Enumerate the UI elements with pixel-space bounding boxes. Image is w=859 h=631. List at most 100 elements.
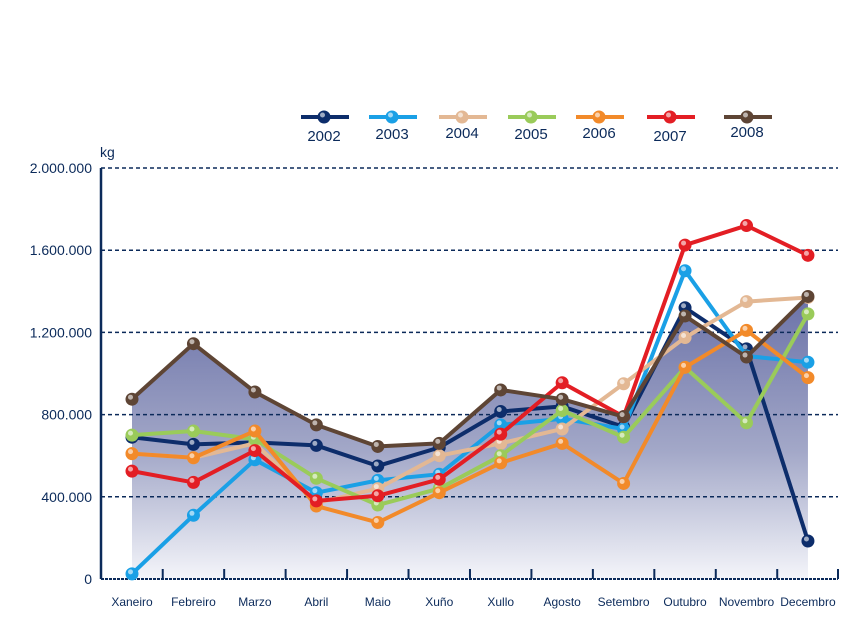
data-point-2008-highlight (681, 311, 687, 317)
legend-item-2005: 2005 (508, 110, 556, 143)
data-point-2007-highlight (435, 474, 441, 480)
legend-label: 2003 (375, 126, 408, 143)
data-point-2008-highlight (742, 352, 748, 358)
data-point-2007-highlight (496, 429, 502, 435)
legend-marker-highlight (666, 112, 671, 118)
data-point-2003-highlight (373, 475, 379, 481)
data-point-2004-highlight (742, 297, 748, 303)
x-tick-label: Xullo (487, 595, 514, 609)
data-point-2008-highlight (312, 420, 318, 426)
legend-marker-highlight (458, 112, 463, 118)
y-axis-unit-label: kg (100, 144, 115, 160)
data-point-2006-highlight (435, 488, 441, 494)
data-point-2004-highlight (435, 451, 441, 457)
legend-label: 2005 (514, 126, 547, 143)
data-point-2007-highlight (803, 250, 809, 256)
series-line-2006 (131, 328, 810, 525)
data-point-2008-highlight (803, 291, 809, 297)
data-point-2008-highlight (558, 394, 564, 400)
data-point-2008-highlight (189, 339, 195, 345)
data-point-2002-highlight (373, 461, 379, 467)
axes: Xaneiro Febreiro Marzo Abril Maio Xuño Xullo Ag… (99, 168, 839, 609)
legend-item-2003: 2003 (369, 110, 417, 143)
data-point-2006-highlight (496, 458, 502, 464)
x-tick-label: Outubro (663, 595, 707, 609)
y-tick-label: 0 (84, 571, 92, 587)
data-point-2002-highlight (803, 536, 809, 542)
data-point-2005-highlight (742, 418, 748, 424)
legend-item-2004: 2004 (439, 110, 487, 142)
data-point-2005-highlight (128, 430, 133, 436)
x-tick-label: Febreiro (171, 595, 216, 609)
legend-label: 2007 (653, 128, 686, 145)
series-layer (125, 219, 815, 581)
legend-item-2006: 2006 (576, 110, 624, 142)
data-point-2002-highlight (312, 440, 318, 446)
area-fill-layer (132, 296, 808, 579)
data-point-2008-highlight (373, 441, 379, 447)
data-point-2003-highlight (189, 510, 195, 516)
legend-item-2002: 2002 (301, 110, 349, 145)
legend-marker-highlight (595, 112, 600, 118)
x-tick-label: Abril (304, 595, 328, 609)
data-point-2005-highlight (619, 432, 625, 438)
legend-marker-highlight (743, 112, 748, 118)
data-point-2008-highlight (250, 387, 256, 393)
data-point-2003-highlight (619, 424, 625, 430)
y-tick-label: 800.000 (41, 407, 92, 423)
area-fill-2008 (132, 296, 808, 579)
legend-item-2008: 2008 (724, 110, 772, 141)
legend-marker-highlight (527, 112, 532, 118)
legend: 2002 2003 2004 2005 2006 2007 2008 (301, 110, 772, 145)
series-2007 (125, 219, 815, 508)
data-point-2006-highlight (742, 325, 748, 331)
series-line-2002 (131, 305, 810, 542)
data-point-2003-highlight (128, 569, 133, 575)
y-tick-label: 2.000.000 (30, 160, 92, 176)
data-point-2002-highlight (742, 344, 748, 350)
data-point-2008-highlight (619, 412, 625, 418)
data-point-2003-highlight (681, 266, 687, 272)
data-point-2006-highlight (128, 449, 133, 455)
data-point-2006-highlight (373, 517, 379, 523)
series-2006 (125, 323, 815, 529)
data-point-2007-highlight (681, 240, 687, 246)
data-point-2007-highlight (742, 221, 748, 227)
x-tick-label: Xuño (425, 595, 453, 609)
data-point-2006-highlight (558, 438, 564, 444)
x-tick-label: Marzo (238, 595, 272, 609)
legend-marker-highlight (388, 112, 393, 118)
x-tick-label: Agosto (543, 595, 581, 609)
series-2008 (125, 289, 815, 453)
data-point-2005-highlight (558, 405, 564, 411)
data-point-2008-highlight (435, 438, 441, 444)
data-point-2002-highlight (189, 439, 195, 445)
data-point-2003-highlight (803, 357, 809, 363)
y-tick-label: 400.000 (41, 489, 92, 505)
data-point-2007-highlight (189, 477, 195, 483)
data-point-2003-highlight (496, 420, 502, 426)
data-point-2007-highlight (250, 446, 256, 452)
y-tick-label: 1.200.000 (30, 324, 92, 340)
data-point-2008-highlight (496, 385, 502, 391)
y-tick-label: 1.600.000 (30, 242, 92, 258)
x-tick-label: Maio (365, 595, 391, 609)
x-tick-label: Novembro (719, 595, 775, 609)
data-point-2006-highlight (681, 362, 687, 368)
gridlines: 0 400.000 800.000 1.200.000 1.600.000 2.000.0… (30, 160, 838, 587)
series-line-2004 (131, 295, 809, 505)
data-point-2007-highlight (128, 466, 133, 472)
x-tick-label: Xaneiro (111, 595, 153, 609)
series-line-2007 (131, 223, 809, 503)
series-line-2008 (130, 295, 810, 449)
data-point-2005-highlight (496, 451, 502, 457)
data-point-2004-highlight (373, 484, 379, 490)
data-point-2006-highlight (803, 373, 809, 379)
data-point-2002-highlight (681, 303, 687, 309)
x-tick-label: Setembro (598, 595, 650, 609)
data-point-2005-highlight (803, 309, 809, 315)
data-point-2006-highlight (189, 453, 195, 459)
data-point-2008-highlight (128, 394, 133, 400)
data-point-2004-highlight (619, 379, 625, 385)
